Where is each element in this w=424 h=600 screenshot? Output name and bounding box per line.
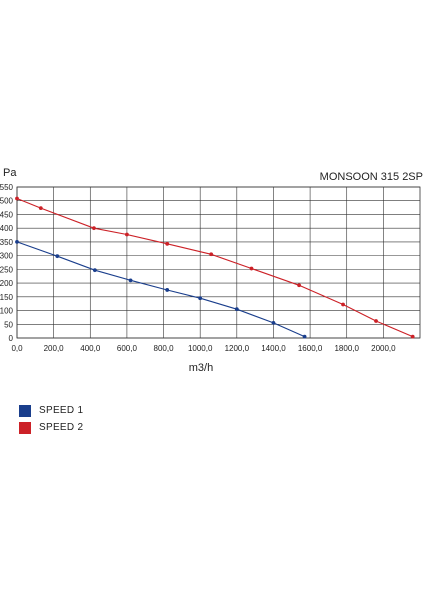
data-point-speed-1: [128, 278, 133, 283]
legend-label-speed-2: SPEED 2: [39, 422, 84, 433]
x-tick-label: 1000,0: [188, 344, 213, 353]
y-tick-label: 150: [0, 293, 14, 302]
data-point-speed-2: [38, 206, 43, 211]
x-tick-label: 800,0: [154, 344, 175, 353]
y-tick-label: 50: [4, 320, 13, 329]
data-point-speed-1: [165, 288, 170, 292]
y-tick-label: 250: [0, 265, 14, 274]
x-tick-label: 0,0: [11, 344, 23, 353]
data-point-speed-1: [92, 268, 97, 273]
data-point-speed-2: [297, 283, 301, 288]
chart-grid: [16, 186, 421, 339]
x-axis-title: m3/h: [189, 362, 213, 374]
data-point-speed-2: [125, 232, 129, 237]
data-point-speed-2: [15, 196, 19, 201]
data-point-speed-2: [341, 302, 345, 307]
y-tick-label: 200: [0, 279, 14, 288]
legend-swatch-speed-2: [19, 421, 31, 434]
x-tick-label: 1400,0: [261, 344, 286, 353]
data-point-speed-1: [234, 307, 239, 312]
y-tick-label: 350: [0, 238, 14, 247]
y-axis-title: Pa: [3, 167, 17, 179]
data-point-speed-2: [374, 319, 378, 323]
legend-item-speed-1: SPEED 1: [19, 402, 83, 419]
data-point-speed-1: [15, 240, 19, 244]
data-point-speed-2: [92, 226, 96, 231]
data-point-speed-2: [165, 241, 170, 246]
chart-ticks: 0 50 100 150 200 250 300 350 400 450 500 550 0,0 200,…: [0, 183, 396, 353]
plot-frame: [16, 186, 421, 339]
y-tick-label: 450: [0, 210, 14, 219]
legend: SPEED 1 SPEED 2: [19, 402, 83, 436]
x-tick-label: 200,0: [44, 344, 65, 353]
data-point-speed-2: [249, 266, 254, 271]
series-line-speed-2: [16, 197, 413, 338]
chart-title: MONSOON 315 2SP: [320, 171, 423, 183]
y-tick-label: 400: [0, 224, 14, 233]
data-point-speed-2: [209, 252, 214, 257]
legend-item-speed-2: SPEED 2: [19, 419, 83, 436]
series-line-speed-1: [16, 241, 305, 338]
data-point-speed-1: [302, 334, 307, 339]
x-tick-label: 1800,0: [334, 344, 359, 353]
legend-swatch-speed-1: [19, 404, 31, 417]
y-tick-label: 300: [0, 252, 14, 261]
x-tick-label: 600,0: [117, 344, 138, 353]
data-point-speed-1: [271, 321, 276, 325]
y-tick-label: 100: [0, 307, 14, 316]
x-tick-label: 400,0: [80, 344, 101, 353]
chart-series: [15, 196, 415, 339]
y-tick-label: 0: [9, 334, 14, 343]
x-tick-label: 1600,0: [298, 344, 323, 353]
y-tick-label: 500: [0, 197, 14, 206]
legend-label-speed-1: SPEED 1: [39, 405, 84, 416]
data-point-speed-2: [410, 334, 415, 339]
data-point-speed-1: [55, 254, 60, 259]
x-tick-label: 1200,0: [225, 344, 250, 353]
y-tick-label: 550: [0, 183, 14, 192]
x-tick-label: 2000,0: [371, 344, 396, 353]
data-point-speed-1: [198, 296, 203, 301]
